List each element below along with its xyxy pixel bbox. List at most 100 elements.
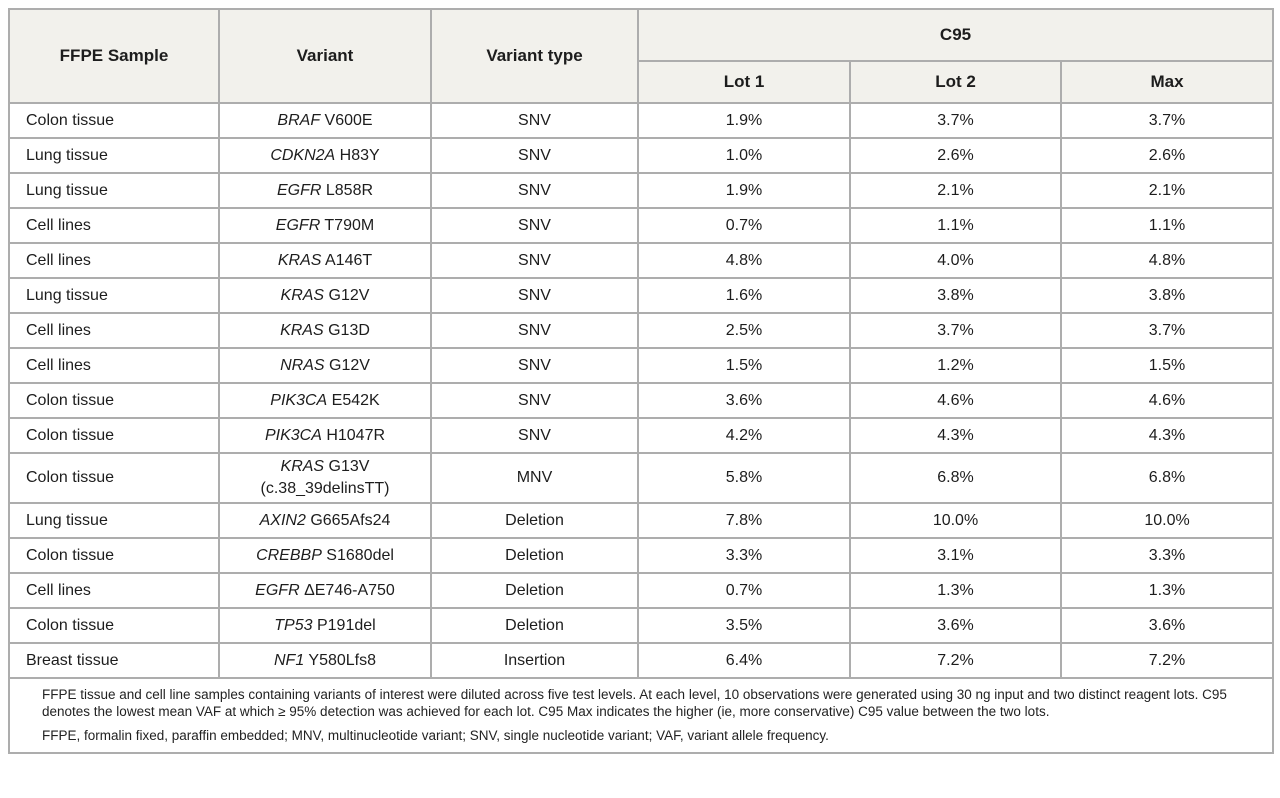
c95-lot1-cell: 4.2% bbox=[637, 417, 851, 454]
c95-lot1-cell: 1.5% bbox=[637, 347, 851, 384]
ffpe-sample-cell: Lung tissue bbox=[8, 502, 220, 539]
table-row: Colon tissue TP53 P191del Deletion 3.5% 3.6%… bbox=[8, 607, 1275, 644]
variant-cell: PIK3CA E542K bbox=[218, 382, 432, 419]
variant-type-cell: SNV bbox=[430, 417, 639, 454]
variant-type-cell: SNV bbox=[430, 102, 639, 139]
column-header-variant: Variant bbox=[218, 8, 432, 104]
ffpe-sample-cell: Colon tissue bbox=[8, 537, 220, 574]
table-row: Cell lines EGFR T790M SNV 0.7% 1.1% 1.1% bbox=[8, 207, 1275, 244]
table-row: Colon tissue PIK3CA E542K SNV 3.6% 4.6% 4.6% bbox=[8, 382, 1275, 419]
ffpe-sample-cell: Lung tissue bbox=[8, 277, 220, 314]
gene-symbol: PIK3CA bbox=[264, 426, 322, 444]
table-body: Colon tissue BRAF V600E SNV 1.9% 3.7% 3.7% Lun… bbox=[8, 102, 1275, 679]
c95-lot1-cell: 2.5% bbox=[637, 312, 851, 349]
header-row-group: FFPE Sample Variant Variant type C95 bbox=[8, 8, 1275, 104]
table-row: Lung tissue EGFR L858R SNV 1.9% 2.1% 2.1% bbox=[8, 172, 1275, 209]
c95-lot2-cell: 6.8% bbox=[849, 452, 1062, 504]
ffpe-sample-cell: Cell lines bbox=[8, 312, 220, 349]
c95-lot1-cell: 6.4% bbox=[637, 642, 851, 679]
table-row: Cell lines NRAS G12V SNV 1.5% 1.2% 1.5% bbox=[8, 347, 1275, 384]
c95-lot2-cell: 3.8% bbox=[849, 277, 1062, 314]
c95-lot1-cell: 5.8% bbox=[637, 452, 851, 504]
c95-max-cell: 6.8% bbox=[1059, 452, 1275, 504]
c95-max-cell: 2.1% bbox=[1059, 172, 1275, 209]
variant-type-cell: SNV bbox=[430, 347, 639, 384]
table-row: Cell lines KRAS G13D SNV 2.5% 3.7% 3.7% bbox=[8, 312, 1275, 349]
gene-symbol: PIK3CA bbox=[270, 391, 328, 409]
variant-cell: EGFR T790M bbox=[218, 207, 432, 244]
c95-lot2-cell: 7.2% bbox=[849, 642, 1062, 679]
c95-max-cell: 4.6% bbox=[1059, 382, 1275, 419]
c95-lot2-cell: 2.6% bbox=[849, 137, 1062, 174]
gene-symbol: KRAS bbox=[280, 321, 324, 339]
variant-cell: PIK3CA H1047R bbox=[218, 417, 432, 454]
variant-cell: EGFR ΔE746-A750 bbox=[218, 572, 432, 609]
variant-cell: TP53 P191del bbox=[218, 607, 432, 644]
ffpe-sample-cell: Colon tissue bbox=[8, 102, 220, 139]
variant-type-cell: SNV bbox=[430, 172, 639, 209]
table-row: Colon tissue BRAF V600E SNV 1.9% 3.7% 3.7% bbox=[8, 102, 1275, 139]
table-row: Colon tissue KRAS G13V (c.38_39delinsTT) MN… bbox=[8, 452, 1275, 504]
column-header-variant-type: Variant type bbox=[430, 8, 639, 104]
c95-max-cell: 1.3% bbox=[1059, 572, 1275, 609]
variant-type-cell: Deletion bbox=[430, 502, 639, 539]
c95-lot1-cell: 1.9% bbox=[637, 102, 851, 139]
gene-symbol: KRAS bbox=[277, 251, 322, 269]
ffpe-sample-cell: Colon tissue bbox=[8, 607, 220, 644]
c95-lot2-cell: 3.6% bbox=[849, 607, 1062, 644]
variant-cell: KRAS G13V (c.38_39delinsTT) bbox=[218, 452, 432, 504]
column-header-max: Max bbox=[1059, 60, 1275, 104]
c95-max-cell: 1.1% bbox=[1059, 207, 1275, 244]
variant-cdna-note: (c.38_39delinsTT) bbox=[260, 480, 390, 497]
variant-cell: NF1 Y580Lfs8 bbox=[218, 642, 432, 679]
variant-type-cell: SNV bbox=[430, 137, 639, 174]
c95-max-cell: 4.3% bbox=[1059, 417, 1275, 454]
c95-lot2-cell: 1.1% bbox=[849, 207, 1062, 244]
ffpe-sample-cell: Colon tissue bbox=[8, 452, 220, 504]
c95-lot1-cell: 3.5% bbox=[637, 607, 851, 644]
table-row: Lung tissue AXIN2 G665Afs24 Deletion 7.8% 10… bbox=[8, 502, 1275, 539]
column-header-lot2: Lot 2 bbox=[849, 60, 1062, 104]
gene-symbol: KRAS bbox=[280, 286, 325, 304]
gene-symbol: AXIN2 bbox=[259, 511, 306, 529]
table-row: Colon tissue CREBBP S1680del Deletion 3.3% 3… bbox=[8, 537, 1275, 574]
c95-lot2-cell: 3.7% bbox=[849, 312, 1062, 349]
gene-symbol: NRAS bbox=[280, 356, 325, 374]
c95-lot1-cell: 1.0% bbox=[637, 137, 851, 174]
footnote-methods: FFPE tissue and cell line samples contai… bbox=[42, 687, 1227, 719]
c95-max-cell: 2.6% bbox=[1059, 137, 1275, 174]
ffpe-sample-cell: Lung tissue bbox=[8, 137, 220, 174]
variant-cell: CDKN2A H83Y bbox=[218, 137, 432, 174]
c95-lot1-cell: 7.8% bbox=[637, 502, 851, 539]
table-row: Colon tissue PIK3CA H1047R SNV 4.2% 4.3% 4.3% bbox=[8, 417, 1275, 454]
gene-symbol: EGFR bbox=[276, 181, 322, 199]
variant-cell: CREBBP S1680del bbox=[218, 537, 432, 574]
gene-symbol: BRAF bbox=[277, 111, 321, 129]
ffpe-sample-cell: Cell lines bbox=[8, 347, 220, 384]
c95-lot2-cell: 3.1% bbox=[849, 537, 1062, 574]
c95-max-cell: 3.6% bbox=[1059, 607, 1275, 644]
table-row: Lung tissue CDKN2A H83Y SNV 1.0% 2.6% 2.6% bbox=[8, 137, 1275, 174]
variant-cell: BRAF V600E bbox=[218, 102, 432, 139]
variant-cell: KRAS A146T bbox=[218, 242, 432, 279]
ffpe-sample-cell: Lung tissue bbox=[8, 172, 220, 209]
c95-lot2-cell: 4.0% bbox=[849, 242, 1062, 279]
ffpe-sample-cell: Colon tissue bbox=[8, 417, 220, 454]
variant-type-cell: Deletion bbox=[430, 537, 639, 574]
c95-max-cell: 7.2% bbox=[1059, 642, 1275, 679]
column-group-header-c95: C95 bbox=[636, 8, 1275, 62]
gene-symbol: TP53 bbox=[274, 616, 313, 634]
variant-type-cell: Deletion bbox=[430, 572, 639, 609]
c95-lot1-cell: 0.7% bbox=[637, 572, 851, 609]
table-header: FFPE Sample Variant Variant type C95 Lot… bbox=[8, 8, 1275, 104]
variant-type-cell: Deletion bbox=[430, 607, 639, 644]
variant-cell: KRAS G12V bbox=[218, 277, 432, 314]
variant-type-cell: SNV bbox=[430, 382, 639, 419]
variant-cell: KRAS G13D bbox=[218, 312, 432, 349]
c95-max-cell: 1.5% bbox=[1059, 347, 1275, 384]
c95-max-cell: 10.0% bbox=[1059, 502, 1275, 539]
variant-type-cell: SNV bbox=[430, 312, 639, 349]
c95-max-cell: 3.3% bbox=[1059, 537, 1275, 574]
column-header-lot1: Lot 1 bbox=[637, 60, 851, 104]
